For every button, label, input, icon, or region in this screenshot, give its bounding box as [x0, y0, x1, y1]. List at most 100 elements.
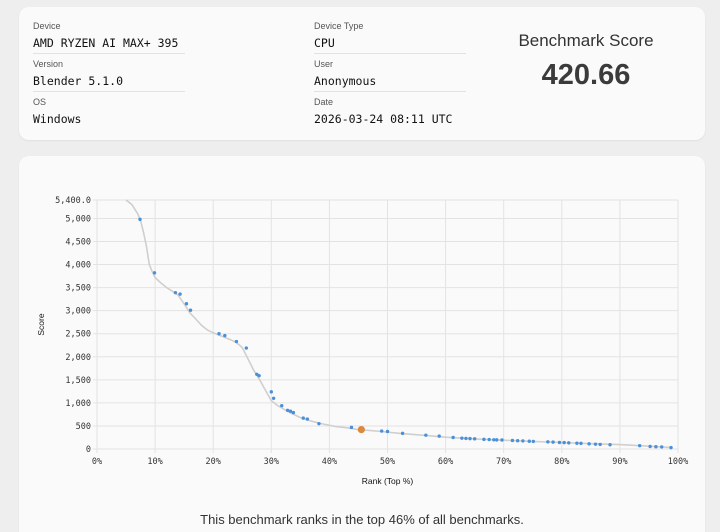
data-point — [587, 442, 591, 446]
device-type-label: Device Type — [314, 21, 364, 31]
data-point — [468, 436, 472, 441]
rank-caption: This benchmark ranks in the top 46% of a… — [200, 512, 524, 527]
user-value: Anonymous — [314, 74, 377, 88]
y-tick-label: 5,400.0 — [55, 196, 91, 206]
data-point — [173, 290, 178, 295]
data-point — [138, 217, 142, 222]
y-tick-label: 4,000 — [65, 261, 91, 271]
data-point — [301, 416, 305, 420]
data-point — [269, 390, 273, 394]
data-point — [178, 292, 182, 296]
version-label: Version — [33, 59, 64, 69]
y-tick-label: 0 — [86, 445, 91, 455]
os-value: Windows — [33, 112, 82, 126]
data-point — [285, 408, 290, 412]
y-tick-label: 3,500 — [65, 284, 91, 294]
data-point — [379, 429, 384, 433]
y-tick-label: 500 — [76, 422, 91, 432]
data-point — [349, 425, 354, 430]
x-tick-label: 50% — [380, 457, 395, 467]
data-point — [660, 445, 664, 449]
os-label: OS — [33, 97, 47, 107]
benchmark-score-box: Benchmark Score 420.66 — [496, 7, 676, 140]
y-tick-label: 3,000 — [65, 307, 91, 317]
version-value: Blender 5.1.0 — [33, 74, 124, 88]
x-tick-label: 70% — [496, 457, 511, 467]
data-point — [500, 438, 504, 442]
data-point — [424, 433, 428, 437]
data-point — [223, 333, 227, 338]
current-benchmark-point — [357, 426, 365, 434]
rank-chart-card: 0% 10% 20% 30% 40% 50% 60% 70% 80% 90% 100% 0 500 1,0… — [19, 156, 705, 532]
data-point — [654, 444, 658, 449]
data-point — [188, 308, 193, 312]
y-tick-label: 1,500 — [65, 376, 91, 386]
x-tick-label: 0% — [92, 457, 102, 467]
data-point — [562, 440, 566, 445]
user-field: User Anonymous — [314, 55, 466, 92]
x-tick-label: 90% — [612, 457, 627, 467]
y-tick-label: 4,500 — [65, 238, 91, 248]
data-point — [472, 437, 477, 441]
y-tick-label: 5,000 — [65, 214, 91, 224]
data-point — [527, 439, 531, 443]
data-point — [593, 442, 598, 446]
x-axis-title: Rank (Top %) — [362, 476, 414, 486]
y-axis-title: Score — [36, 313, 46, 335]
device-info-card: Device AMD RYZEN AI MAX+ 395 Version Ble… — [19, 7, 705, 140]
data-point — [551, 440, 555, 444]
device-type-field: Device Type CPU — [314, 17, 466, 54]
data-point — [637, 443, 642, 448]
x-tick-label: 60% — [438, 457, 453, 467]
y-tick-label: 2,000 — [65, 353, 91, 363]
data-point — [464, 436, 468, 441]
data-point — [492, 438, 496, 442]
data-point — [531, 439, 536, 444]
data-point — [257, 373, 261, 378]
data-point — [487, 437, 491, 442]
benchmark-score-title: Benchmark Score — [518, 31, 654, 50]
data-point — [317, 421, 321, 426]
data-point — [451, 435, 455, 440]
data-point — [608, 443, 612, 447]
data-point — [598, 442, 602, 447]
data-point — [385, 429, 390, 434]
data-point — [280, 403, 284, 408]
data-point — [217, 332, 221, 336]
data-point — [305, 417, 310, 421]
data-point — [244, 346, 249, 350]
score-curve — [125, 199, 673, 449]
data-point — [510, 438, 515, 443]
device-label: Device — [33, 21, 61, 31]
os-field: OS Windows — [33, 93, 185, 130]
x-tick-label: 100% — [668, 457, 688, 467]
device-value: AMD RYZEN AI MAX+ 395 — [33, 36, 179, 50]
rank-chart: 0% 10% 20% 30% 40% 50% 60% 70% 80% 90% 100% 0 500 1,0… — [36, 196, 688, 486]
data-point — [460, 436, 464, 440]
data-point — [482, 437, 486, 442]
x-tick-label: 10% — [147, 457, 162, 467]
data-point — [437, 434, 441, 438]
date-label: Date — [314, 97, 334, 107]
data-point — [184, 302, 189, 306]
x-tick-label: 30% — [264, 457, 279, 467]
data-point — [234, 339, 239, 344]
data-point — [567, 441, 571, 445]
date-field: Date 2026-03-24 08:11 UTC — [314, 93, 466, 130]
data-point — [495, 438, 499, 442]
data-point — [400, 431, 405, 436]
data-point — [546, 440, 550, 444]
data-point — [648, 444, 652, 449]
data-point — [291, 410, 296, 415]
device-type-value: CPU — [314, 36, 335, 50]
data-point — [669, 445, 673, 450]
data-point — [152, 271, 157, 275]
x-tick-label: 40% — [322, 457, 337, 467]
y-tick-label: 2,500 — [65, 330, 91, 340]
device-field: Device AMD RYZEN AI MAX+ 395 — [33, 17, 185, 54]
version-field: Version Blender 5.1.0 — [33, 55, 185, 92]
data-point — [557, 440, 562, 445]
data-point — [575, 441, 579, 445]
x-tick-label: 80% — [554, 457, 569, 467]
data-point — [579, 441, 583, 446]
